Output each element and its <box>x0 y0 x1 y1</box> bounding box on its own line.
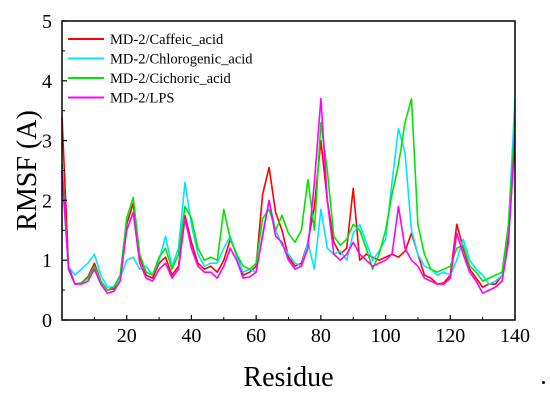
series-line-4 <box>61 97 516 294</box>
x-axis-title: Residue <box>243 362 333 393</box>
legend-label-3: MD-2/Cichoric_acid <box>110 71 232 87</box>
x-tick-label: 100 <box>371 325 401 347</box>
x-tick-label: 40 <box>181 325 201 347</box>
y-tick-label: 2 <box>42 190 52 212</box>
series-line-1 <box>61 116 516 291</box>
y-tick-label: 1 <box>42 250 52 272</box>
x-tick-label: 140 <box>500 325 530 347</box>
y-tick-label: 3 <box>42 131 52 153</box>
trailing-period-mark <box>542 381 545 384</box>
series-line-2 <box>61 98 516 288</box>
x-tick-label: 120 <box>435 325 465 347</box>
legend-label-2: MD-2/Chlorogenic_acid <box>110 52 253 68</box>
plot-lines <box>61 97 516 294</box>
y-tick-label: 5 <box>42 11 52 33</box>
series-line-3 <box>61 97 516 291</box>
y-tick-label: 0 <box>42 310 52 332</box>
legend: MD-2/Caffeic_acid MD-2/Chlorogenic_acid MD… <box>68 32 253 107</box>
legend-label-4: MD-2/LPS <box>110 91 174 107</box>
x-tick-label: 60 <box>246 325 266 347</box>
y-tick-label: 4 <box>42 71 52 93</box>
x-tick-label: 20 <box>117 325 137 347</box>
x-tick-label: 80 <box>311 325 331 347</box>
legend-label-1: MD-2/Caffeic_acid <box>110 32 224 48</box>
axis-ticks: 20 40 60 80 100 120 140 0 1 2 3 4 5 <box>42 11 530 347</box>
y-axis-title: RMSF (A) <box>12 110 43 231</box>
